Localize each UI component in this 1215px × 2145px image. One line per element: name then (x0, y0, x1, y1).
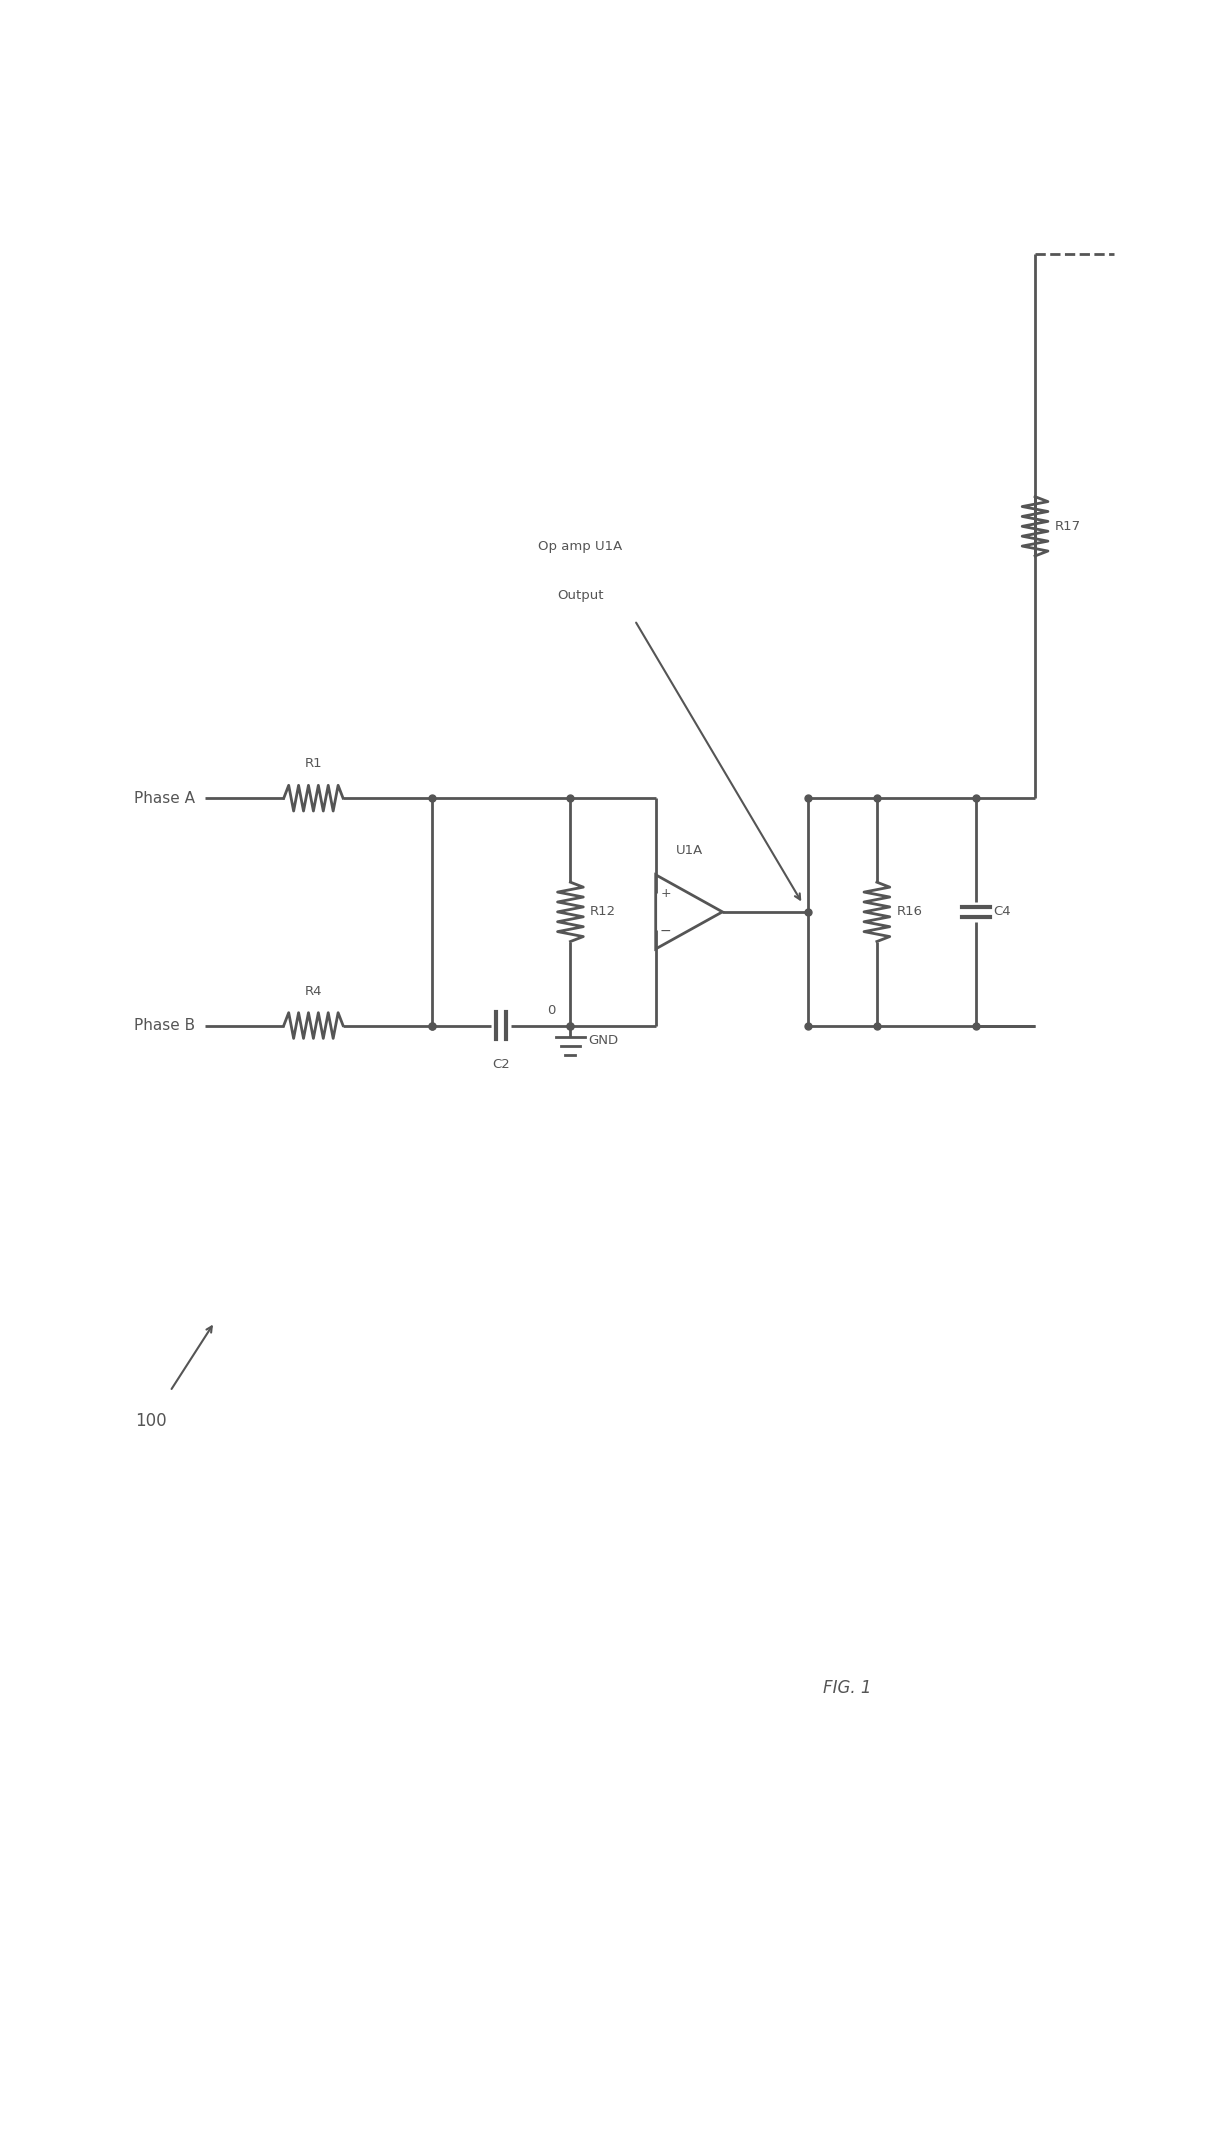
Text: R17: R17 (1055, 519, 1081, 532)
Text: U1A: U1A (676, 843, 702, 858)
Text: Output: Output (556, 588, 604, 601)
Text: R12: R12 (590, 905, 616, 918)
Text: C4: C4 (994, 905, 1011, 918)
Text: C2: C2 (492, 1057, 510, 1070)
Text: R16: R16 (897, 905, 922, 918)
Text: 100: 100 (135, 1411, 168, 1431)
Text: FIG. 1: FIG. 1 (823, 1680, 871, 1697)
Text: +: + (660, 886, 671, 899)
Text: GND: GND (588, 1034, 618, 1047)
Text: 0: 0 (547, 1004, 555, 1017)
Text: Phase A: Phase A (134, 792, 194, 807)
Text: Phase B: Phase B (134, 1019, 194, 1034)
Text: Op amp U1A: Op amp U1A (538, 541, 622, 553)
Text: −: − (660, 922, 672, 937)
Text: R4: R4 (305, 985, 322, 997)
Text: R1: R1 (305, 757, 322, 770)
